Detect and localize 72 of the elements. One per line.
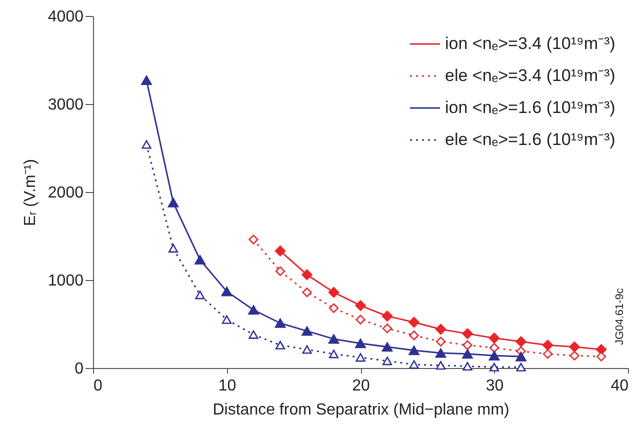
point: [462, 362, 472, 371]
point: [382, 324, 392, 334]
point: [274, 318, 286, 328]
point: [409, 360, 419, 369]
point: [489, 362, 500, 372]
point: [195, 290, 205, 300]
legend-label: ele <nₑ>=1.6 (10¹⁹m⁻³): [445, 130, 616, 149]
point: [275, 340, 286, 350]
point: [435, 348, 446, 358]
point: [142, 140, 152, 149]
point: [302, 269, 312, 280]
point: [489, 342, 500, 353]
point: [408, 346, 420, 356]
x-tick-label: 0: [94, 378, 102, 394]
x-tick-label: 20: [352, 378, 370, 394]
point: [248, 234, 258, 244]
point: [221, 286, 232, 296]
y-tick-label: 1000: [48, 272, 84, 290]
point: [382, 310, 393, 322]
point: [275, 266, 286, 276]
legend-label: ion <nₑ>=3.4 (10¹⁹m⁻³): [445, 34, 616, 53]
point: [355, 300, 366, 311]
point: [328, 286, 340, 298]
point: [248, 305, 259, 315]
point: [302, 287, 312, 298]
point: [328, 303, 339, 313]
point: [194, 255, 206, 265]
annotation: JG04.61-9c: [614, 288, 626, 345]
x-tick-label: 10: [218, 378, 236, 394]
x-tick-label: 40: [610, 378, 629, 394]
point: [435, 324, 446, 335]
point: [516, 362, 526, 372]
point: [382, 356, 392, 366]
y-tick-label: 2000: [48, 184, 84, 202]
point: [542, 340, 554, 351]
point: [462, 340, 472, 350]
point: [274, 246, 286, 256]
point: [488, 350, 500, 360]
legend-label: ele <nₑ>=3.4 (10¹⁹m⁻³): [445, 66, 616, 85]
point: [570, 350, 580, 361]
point: [436, 361, 446, 370]
point: [542, 349, 553, 359]
point: [168, 198, 179, 208]
y-tick-label: 0: [74, 360, 84, 378]
point: [516, 352, 526, 362]
legend-label: ion <nₑ>=1.6 (10¹⁹m⁻³): [445, 98, 616, 117]
point: [328, 334, 340, 344]
y-tick-label: 3000: [48, 96, 84, 114]
point: [408, 316, 420, 328]
point: [409, 330, 419, 340]
y-tick-label: 4000: [48, 8, 84, 26]
point: [302, 345, 312, 354]
point: [462, 349, 473, 359]
point: [248, 330, 258, 339]
point: [569, 341, 580, 352]
point: [168, 244, 178, 253]
point: [462, 328, 473, 340]
point: [596, 352, 606, 362]
point: [356, 353, 366, 362]
point: [302, 326, 312, 336]
point: [141, 75, 152, 85]
point: [355, 338, 366, 348]
point: [436, 336, 446, 346]
x-axis-title: Distance from Separatrix (Mid−plane mm): [212, 402, 510, 418]
point: [516, 336, 526, 347]
point: [488, 332, 500, 344]
point: [328, 350, 339, 358]
x-tick-label: 30: [486, 378, 504, 394]
point: [356, 314, 366, 324]
point: [222, 315, 232, 324]
y-axis-title: Eᵣ (V.m⁻¹): [22, 159, 39, 226]
point: [382, 342, 393, 352]
